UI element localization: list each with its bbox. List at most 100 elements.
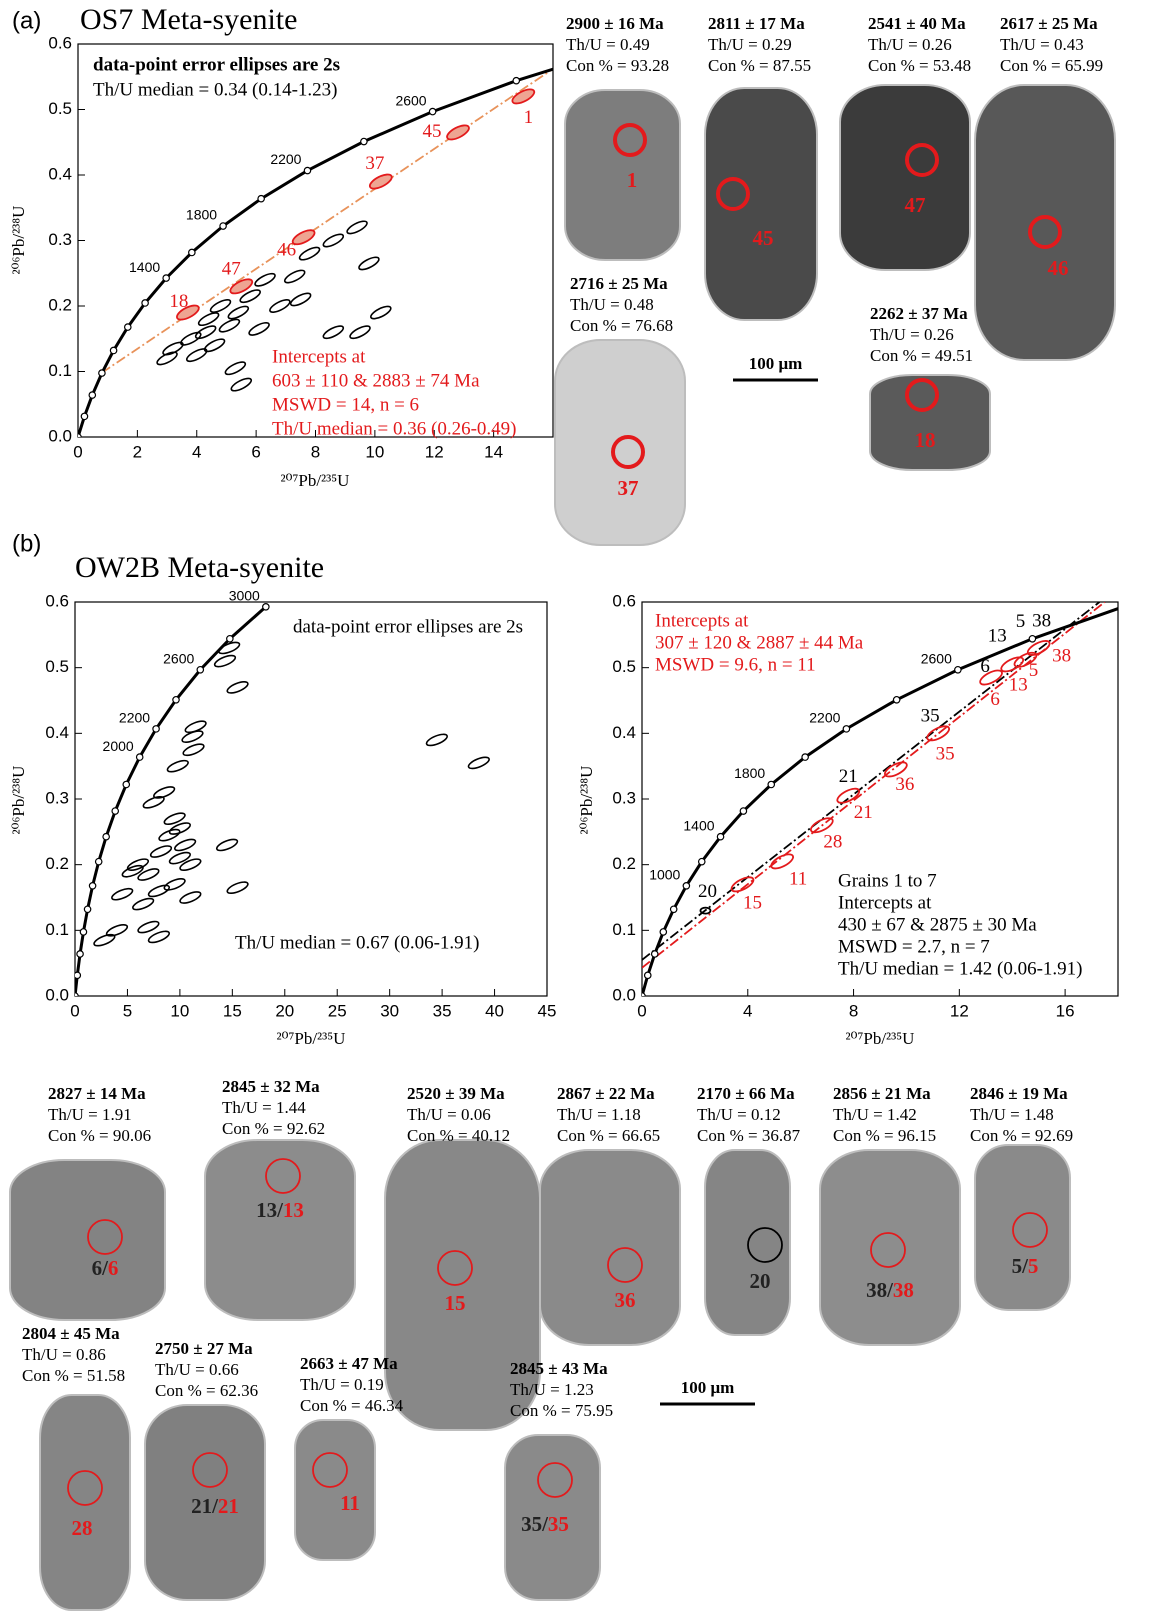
concordia-age-marker [137,754,143,760]
annotation: 430 ± 67 & 2875 ± 30 Ma [838,914,1037,935]
error-ellipse [253,271,276,288]
concordia-age-label: 2600 [921,650,952,666]
spot-label: 20 [750,1269,771,1293]
grain-concordance: Con % = 66.65 [557,1126,660,1145]
grain-concordance: Con % = 49.51 [870,346,973,365]
annotation: MSWD = 14, n = 6 [272,394,419,415]
error-ellipse [289,291,312,308]
error-ellipse [147,929,170,945]
spot-label: 1 [627,168,638,192]
point-label: 6 [990,689,1000,710]
x-tick-label: 8 [849,1001,858,1020]
concordia-age-marker [153,726,159,732]
point-label: 15 [743,893,762,914]
zircon-grain-image [205,1140,355,1320]
spot-label-red: 35 [548,1512,569,1536]
x-tick-label: 35 [433,1001,452,1020]
grain-th-u: Th/U = 0.26 [868,35,952,54]
highlight-ellipse [730,874,756,894]
grain-age: 2170 ± 66 Ma [697,1084,795,1103]
error-ellipse [345,219,368,236]
discordia-line [102,69,553,373]
point-label: 1 [524,107,534,128]
concordia-age-marker [75,434,81,440]
grain-concordance: Con % = 92.69 [970,1126,1073,1145]
error-ellipse [179,857,202,873]
panel-label: (b) [12,530,41,557]
zircon-grain-image [975,1145,1070,1310]
spot-label-black: 38/ [866,1278,894,1302]
spot-label-black: 6/ [92,1256,110,1280]
spot-label-red: 46 [1048,256,1069,280]
concordia-age-marker [660,929,666,935]
error-ellipse [126,857,149,873]
x-axis-label: ²⁰⁷Pb/²³⁵U [277,1029,346,1048]
concordia-age-label: 2200 [809,710,840,726]
grain-concordance: Con % = 46.34 [300,1396,404,1415]
point-label: 38 [1052,645,1071,666]
error-ellipse [369,304,392,321]
figure: (a)OS7 Meta-syenite024681012140.00.10.20… [0,0,1161,1620]
grain-th-u: Th/U = 1.44 [222,1098,306,1117]
error-ellipse [158,827,181,843]
annotation: data-point error ellipses are 2s [293,616,523,637]
grain-age: 2811 ± 17 Ma [708,14,805,33]
annotation: 603 ± 110 & 2883 ± 74 Ma [272,370,480,391]
spot-label: 11 [340,1491,360,1515]
concordia-age-label: 3000 [229,587,260,603]
grain-concordance: Con % = 62.36 [155,1381,258,1400]
x-tick-label: 6 [251,442,260,461]
spot-label: 18 [915,428,936,452]
highlight-ellipse [368,172,394,192]
concordia-age-marker [768,781,774,787]
grain-age: 2856 ± 21 Ma [833,1084,931,1103]
annotation: MSWD = 2.7, n = 7 [838,936,990,957]
grain-age: 2750 ± 27 Ma [155,1339,253,1358]
point-label: 36 [895,774,914,795]
chart-title: OW2B Meta-syenite [75,551,324,584]
spot-label-red: 38 [893,1278,914,1302]
error-ellipse [209,297,232,314]
concordia-age-label: 1800 [186,207,217,223]
spot-label-red: 47 [905,193,926,217]
spot-label: 6/6 [92,1256,119,1280]
zircon-grain-image [840,85,970,270]
error-ellipse [137,919,160,935]
grain-age: 2541 ± 40 Ma [868,14,966,33]
error-ellipse [93,932,116,948]
x-tick-label: 20 [275,1001,294,1020]
y-tick-label: 0.1 [45,920,69,939]
annotation: 307 ± 120 & 2887 ± 44 Ma [655,632,864,653]
x-tick-label: 45 [538,1001,557,1020]
point-label: 13 [1009,675,1028,696]
concordia-age-marker [955,667,961,673]
annotation: data-point error ellipses are 2s [93,54,340,75]
concordia-age-marker [893,697,899,703]
error-ellipse [163,877,186,893]
zircon-grain-image [540,1150,680,1345]
grain-concordance: Con % = 92.62 [222,1119,325,1138]
concordia-age-marker [263,604,269,610]
x-tick-label: 4 [192,442,201,461]
error-ellipse [322,232,345,249]
y-tick-label: 0.2 [45,854,69,873]
concordia-age-label: 1400 [129,259,160,275]
zircon-grain-image [565,90,680,260]
error-ellipse [230,376,253,393]
y-tick-label: 0.0 [45,985,69,1004]
grain-th-u: Th/U = 1.23 [510,1380,594,1399]
concordia-age-marker [227,636,233,642]
error-ellipse [425,732,448,748]
x-axis-label: ²⁰⁷Pb/²³⁵U [846,1029,915,1048]
error-ellipse [185,347,208,364]
concordia-age-label: 2600 [395,92,426,108]
concordia-age-marker [220,223,226,229]
concordia-age-marker [142,300,148,306]
grain-age: 2617 ± 25 Ma [1000,14,1098,33]
grain-concordance: Con % = 65.99 [1000,56,1103,75]
concordia-age-label: 2600 [163,650,194,666]
x-tick-label: 14 [484,442,503,461]
grain-age: 2663 ± 47 Ma [300,1354,398,1373]
grain-age: 2827 ± 14 Ma [48,1084,146,1103]
x-tick-label: 5 [123,1001,132,1020]
